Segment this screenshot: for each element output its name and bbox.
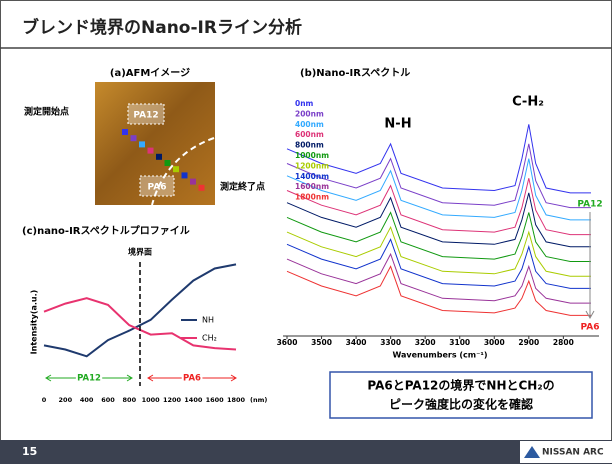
chart-title: (b)Nano-IRスペクトル: [300, 67, 410, 79]
chart-title: (c)nano-IRスペクトルプロファイル: [22, 224, 190, 237]
start-label: 測定開始点: [24, 106, 69, 118]
afm-region-label: PA12: [133, 111, 158, 121]
x-tick-label: 1400: [184, 396, 203, 404]
region-label: PA12: [77, 374, 101, 384]
legend-entry: 1200nm: [295, 161, 329, 170]
x-tick-label: 3500: [311, 338, 332, 347]
callout-line: ピーク強度比の変化を確認: [389, 397, 533, 412]
end-label: 測定終了点: [220, 181, 265, 193]
x-tick-label: 0: [42, 396, 47, 404]
legend-entry: 600nm: [295, 130, 324, 139]
x-tick-label: 1000: [142, 396, 161, 404]
legend-entry: 800nm: [295, 141, 324, 150]
legend-entry: 1400nm: [295, 172, 329, 181]
x-tick-label: 3400: [346, 338, 367, 347]
legend-entry: 1800nm: [295, 193, 329, 202]
range-label: PA12: [577, 200, 602, 210]
x-tick-label: 3200: [415, 338, 436, 347]
x-unit: (nm): [250, 396, 267, 404]
page-number: 15: [22, 445, 37, 458]
legend-entry: 200nm: [295, 109, 324, 118]
legend-entry: 400nm: [295, 120, 324, 129]
legend-entry: 0nm: [295, 99, 314, 108]
legend-entry: 1600nm: [295, 182, 329, 191]
region-label: PA6: [183, 374, 201, 384]
x-tick-label: 800: [123, 396, 137, 404]
x-tick-label: 600: [101, 396, 115, 404]
x-tick-label: 200: [59, 396, 73, 404]
measure-point: [182, 172, 188, 178]
legend-entry: CH₂: [202, 334, 217, 343]
peak-label: N-H: [384, 117, 411, 132]
measure-point: [190, 179, 196, 185]
panel-a-title: (a)AFMイメージ: [110, 67, 190, 79]
y-axis-label: Intensity(a.u.): [30, 290, 39, 355]
legend-entry: NH: [202, 316, 214, 325]
range-label: PA6: [581, 323, 600, 333]
x-tick-label: 2800: [553, 338, 574, 347]
x-tick-label: 3600: [277, 338, 298, 347]
peak-label: C-H₂: [512, 95, 544, 110]
measure-point: [131, 135, 137, 141]
x-tick-label: 400: [80, 396, 94, 404]
measure-point: [199, 185, 205, 191]
x-tick-label: 3300: [380, 338, 401, 347]
measure-point: [173, 166, 179, 172]
boundary-label: 境界面: [128, 247, 152, 257]
measure-point: [165, 160, 171, 166]
x-tick-label: 1200: [163, 396, 182, 404]
x-tick-label: 1600: [206, 396, 225, 404]
x-axis-label: Wavenumbers (cm⁻¹): [392, 351, 487, 360]
measure-point: [156, 154, 162, 160]
logo-text: NISSAN ARC: [542, 448, 604, 458]
measure-point: [139, 141, 145, 147]
callout-line: PA6とPA12の境界でNHとCH₂の: [367, 378, 554, 393]
measure-point: [122, 129, 128, 135]
afm-region-label: PA6: [148, 183, 167, 193]
slide-title: ブレンド境界のNano-IRライン分析: [22, 17, 302, 38]
x-tick-label: 3000: [484, 338, 505, 347]
x-tick-label: 2900: [518, 338, 539, 347]
x-tick-label: 1800: [227, 396, 246, 404]
x-tick-label: 3100: [449, 338, 470, 347]
legend-entry: 1000nm: [295, 151, 329, 160]
slide: ブレンド境界のNano-IRライン分析 (a)AFMイメージ PA12 PA6 …: [0, 0, 612, 464]
measure-point: [148, 148, 154, 154]
